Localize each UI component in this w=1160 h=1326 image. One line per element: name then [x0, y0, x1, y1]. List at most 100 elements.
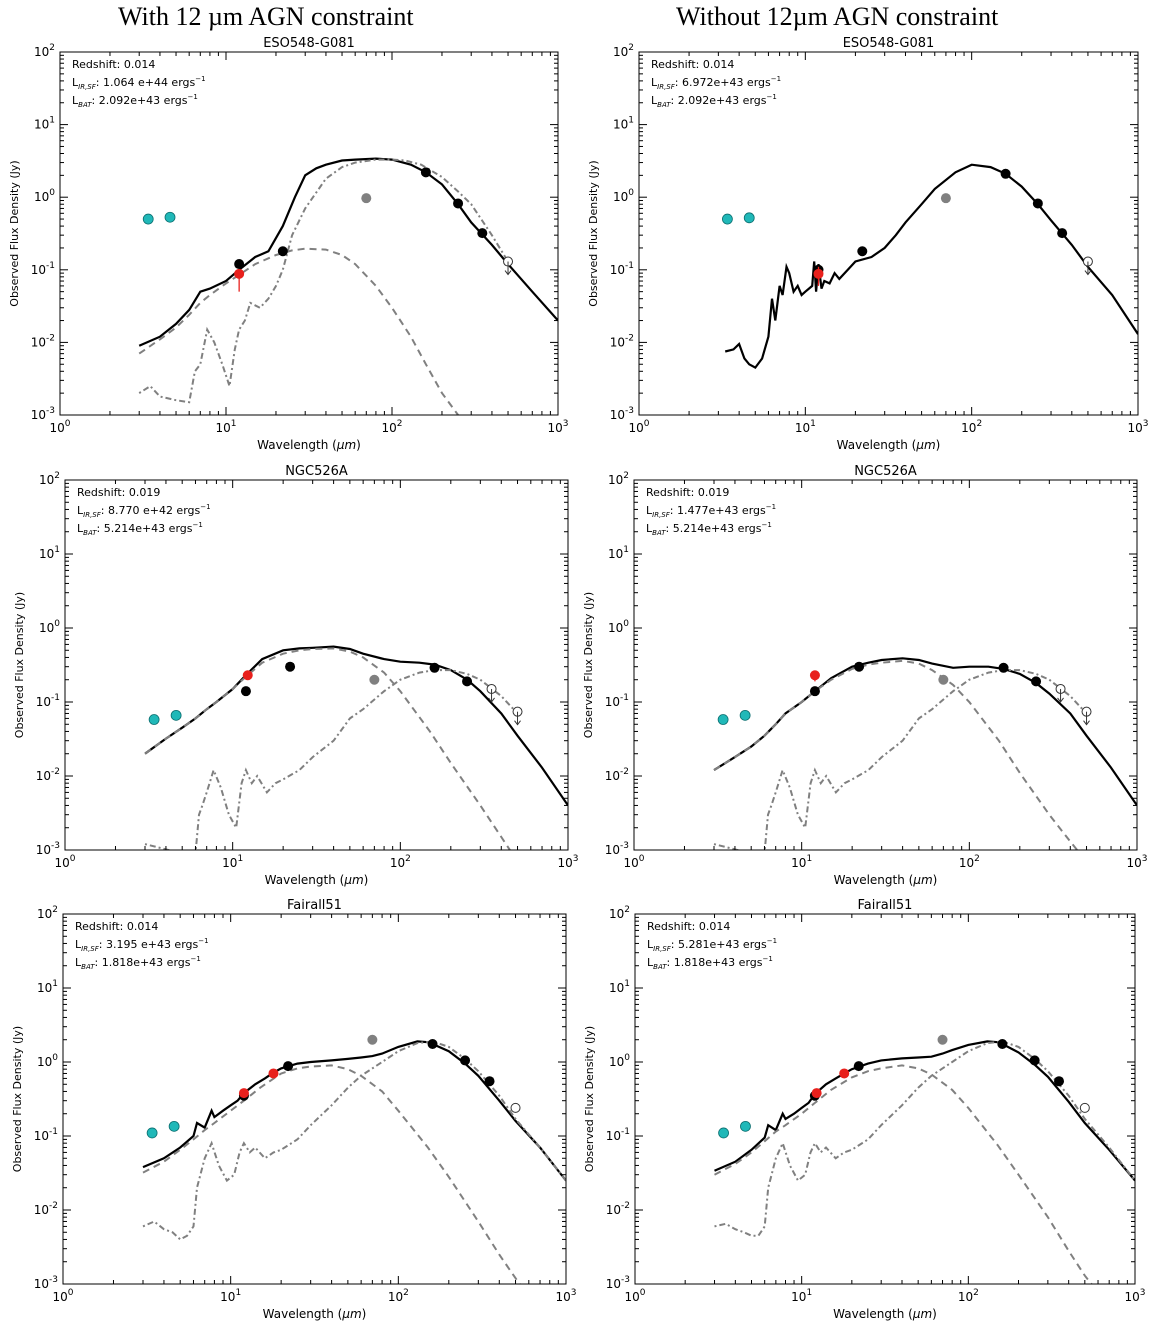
- open-point: [1079, 1102, 1090, 1113]
- lbat-label: LBAT: 2.092e+43 ergs−1: [72, 93, 198, 109]
- x-tick-label: 100: [623, 854, 644, 870]
- y-tick-label: 101: [608, 545, 629, 561]
- photometry-point: [1032, 198, 1043, 209]
- x-tick-label: 102: [958, 1288, 979, 1304]
- photometry-point: [998, 662, 1009, 673]
- y-tick-label: 10-1: [610, 261, 634, 277]
- agn-constraint-point: [234, 268, 245, 279]
- x-tick-label: 103: [557, 854, 578, 870]
- photometry-point: [462, 676, 473, 687]
- x-tick-label: 102: [961, 419, 982, 435]
- x-tick-label: 101: [222, 854, 243, 870]
- panel-title: Fairall51: [858, 898, 913, 913]
- y-tick-label: 10-1: [31, 261, 55, 277]
- y-axis-label: Observed Flux Density (Jy): [13, 592, 26, 738]
- agn-component-line: [714, 1064, 1093, 1284]
- x-axis-label: Wavelength (µm): [263, 1307, 367, 1321]
- redshift-label: Redshift: 0.014: [72, 58, 155, 71]
- agn-constraint-point: [811, 1088, 822, 1099]
- wise-point: [722, 213, 733, 225]
- x-axis-label: Wavelength (µm): [257, 438, 361, 452]
- pacs70-point: [367, 1034, 378, 1045]
- y-tick-label: 10-1: [606, 1127, 630, 1143]
- y-axis-label: Observed Flux Density (Jy): [8, 160, 21, 306]
- photometry-point: [1000, 168, 1011, 179]
- y-tick-label: 10-2: [610, 333, 634, 349]
- total-model-line: [144, 645, 568, 807]
- panel-title: ESO548-G081: [843, 36, 935, 51]
- y-tick-label: 10-3: [606, 1275, 630, 1291]
- photometry-point: [240, 686, 251, 697]
- pacs70-point: [937, 1034, 948, 1045]
- lbat-label: LBAT: 1.818e+43 ergs−1: [75, 955, 201, 971]
- agn-constraint-point: [813, 268, 824, 279]
- x-tick-label: 101: [791, 854, 812, 870]
- y-tick-label: 10-2: [34, 1201, 58, 1217]
- lir-sf-label: LIR,SF: 8.770 e+42 ergs−1: [77, 503, 211, 519]
- pacs70-point: [361, 193, 372, 204]
- photometry-point: [809, 686, 820, 697]
- x-axis-label: Wavelength (µm): [834, 873, 938, 887]
- column-heading-without-constraint: Without 12µm AGN constraint: [676, 2, 999, 31]
- y-axis-label: Observed Flux Density (Jy): [582, 592, 595, 738]
- y-tick-label: 10-3: [36, 841, 60, 857]
- y-tick-label: 101: [613, 116, 634, 132]
- x-tick-label: 102: [390, 854, 411, 870]
- photometry-point: [1031, 676, 1042, 687]
- total-model-line: [142, 1040, 566, 1182]
- curves-group: [144, 645, 568, 850]
- agn-component-line: [138, 247, 459, 415]
- y-axis-label: Observed Flux Density (Jy): [587, 160, 600, 306]
- y-tick-label: 102: [37, 905, 58, 921]
- y-tick-label: 10-2: [605, 767, 629, 783]
- plot-frame: [633, 479, 1138, 851]
- x-tick-label: 100: [624, 1288, 645, 1304]
- column-heading-with-constraint: With 12 µm AGN constraint: [118, 2, 414, 31]
- sed-panel-eso548-without: ESO548-G081 100 101 102 103 10-3 10-2 10-1 100 10…: [587, 36, 1149, 452]
- sed-panel-fairall51-with: Fairall51 100 101 102 103 10-3 10-2 10-1 100 101 1…: [11, 898, 577, 1321]
- x-tick-label: 101: [215, 419, 236, 435]
- redshift-label: Redshift: 0.019: [646, 486, 729, 499]
- y-tick-label: 100: [608, 619, 629, 635]
- photometry-point: [234, 259, 245, 270]
- x-tick-label: 100: [54, 854, 75, 870]
- photometry-point: [453, 198, 464, 209]
- y-tick-label: 101: [37, 979, 58, 995]
- photometry-point: [427, 1039, 438, 1050]
- agn-constraint-point: [242, 670, 253, 681]
- upper-limit-arrowhead: [1083, 720, 1090, 726]
- upper-limit-arrowhead: [514, 720, 521, 726]
- y-axis-label: Observed Flux Density (Jy): [583, 1026, 596, 1172]
- plot-frame: [59, 51, 559, 416]
- photometry-point: [853, 1061, 864, 1072]
- agn-component-line: [142, 1064, 521, 1284]
- upper-limit-arrowhead: [1057, 697, 1064, 703]
- x-tick-label: 101: [220, 1288, 241, 1304]
- sed-panel-ngc526a-without: NGC526A 100 101 102 103 10-3 10-2 10-1 100 101 102…: [582, 464, 1148, 887]
- plot-frame: [634, 913, 1136, 1285]
- total-model-line: [714, 1040, 1135, 1182]
- wise-point: [148, 714, 160, 725]
- wise-point: [142, 213, 154, 225]
- curves-group: [724, 163, 1138, 370]
- pacs70-point: [938, 674, 949, 685]
- panel-title: Fairall51: [287, 898, 342, 913]
- y-tick-label: 10-1: [605, 693, 629, 709]
- curves-group: [714, 1040, 1135, 1284]
- lir-sf-label: LIR,SF: 1.477e+43 ergs−1: [646, 503, 776, 519]
- agn-constraint-point: [238, 1088, 249, 1099]
- x-tick-label: 101: [795, 419, 816, 435]
- y-tick-label: 10-2: [31, 333, 55, 349]
- upper-limit-arrowhead: [488, 697, 495, 703]
- x-tick-label: 103: [1126, 854, 1147, 870]
- sf-component-line: [144, 669, 519, 850]
- total-model-line: [138, 157, 558, 347]
- y-tick-label: 10-3: [34, 1275, 58, 1291]
- x-tick-label: 103: [1127, 419, 1148, 435]
- x-tick-label: 103: [555, 1288, 576, 1304]
- x-tick-label: 100: [628, 419, 649, 435]
- wise-point: [739, 709, 751, 721]
- sf-component-line: [142, 1040, 566, 1241]
- y-tick-label: 101: [34, 116, 55, 132]
- sed-panel-ngc526a-with: NGC526A 100 101 102 103 10-3 10-2 10-1 100 101 102…: [13, 464, 579, 887]
